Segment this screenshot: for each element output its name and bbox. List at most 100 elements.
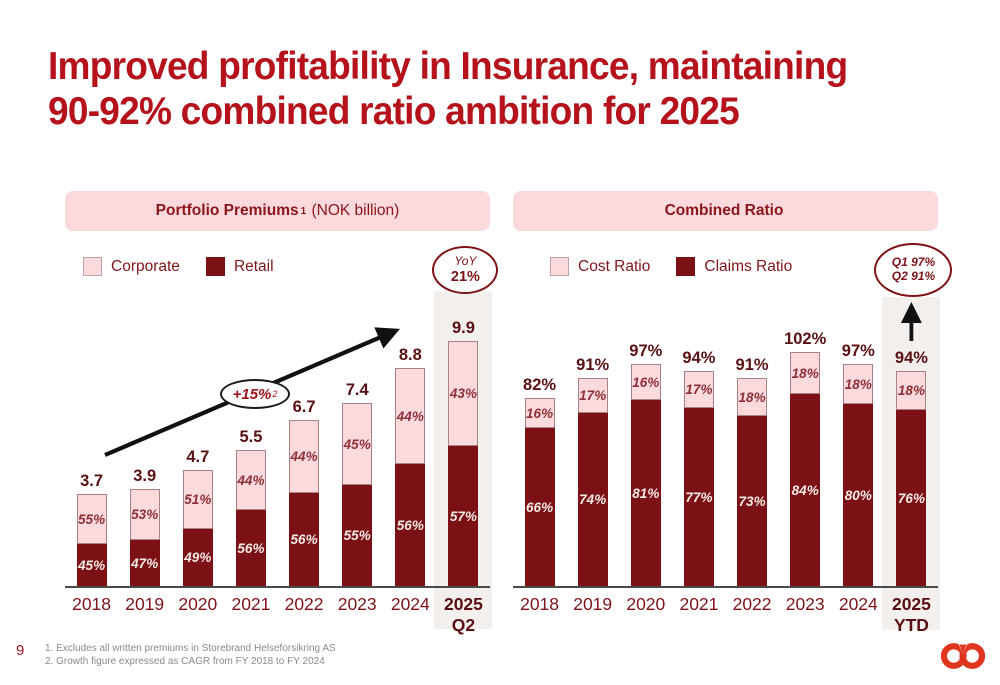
- stacked-bar-2019: 53% 47%: [129, 489, 160, 586]
- cost-ratio-segment: 17%: [683, 371, 714, 408]
- legend-portfolio: Corporate Retail: [83, 257, 274, 276]
- claims-ratio-segment: 81%: [630, 400, 661, 586]
- stacked-bar-2023: 18% 84%: [790, 352, 821, 586]
- cost-ratio-segment: 16%: [524, 398, 555, 428]
- stacked-bar-2021: 17% 77%: [683, 371, 714, 586]
- x-axis-label-line: 2020: [178, 594, 218, 614]
- stacked-bar-2018: 16% 66%: [524, 398, 555, 586]
- x-axis-label-2018: 2018: [513, 594, 566, 635]
- slide-title-line1: Improved profitability in Insurance, mai…: [48, 45, 848, 88]
- segment-value-label: 56%: [396, 517, 424, 533]
- legend-label: Corporate: [111, 257, 180, 275]
- portfolio-premiums-chart: Portfolio Premiums 1 (NOK billion) Corpor…: [65, 191, 499, 643]
- total-label: 9.9: [451, 319, 475, 337]
- x-axis-label-line: 2024: [390, 594, 430, 614]
- total-label: 4.7: [186, 448, 210, 466]
- corporate-segment: 44%: [289, 420, 320, 493]
- x-axis-label-2024: 2024: [832, 594, 885, 635]
- segment-value-label: 47%: [131, 555, 159, 571]
- slide-title-line2: 90-92% combined ratio ambition for 2025: [48, 90, 740, 134]
- stacked-bar-2022: 44% 56%: [289, 420, 320, 586]
- yoy-badge: YoY 21%: [432, 246, 499, 294]
- x-axis-label-line: 2021: [231, 594, 271, 614]
- stacked-bar-2018: 55% 45%: [76, 494, 107, 586]
- retail-segment: 45%: [76, 544, 107, 586]
- stacked-bar-2025-Q2: 43% 57%: [448, 341, 479, 586]
- corporate-segment: 44%: [395, 368, 426, 464]
- corporate-segment: 45%: [342, 403, 373, 485]
- chart-title-portfolio-premiums: Portfolio Premiums 1 (NOK billion): [65, 191, 490, 231]
- x-axis-label-2024: 2024: [384, 594, 437, 635]
- segment-value-label: 49%: [184, 550, 212, 565]
- legend-item-retail: Retail: [205, 257, 274, 276]
- footnotes: 1. Excludes all written premiums in Stor…: [45, 642, 336, 668]
- footnote-1: 1. Excludes all written premiums in Stor…: [45, 643, 336, 654]
- corporate-segment: 43%: [448, 341, 479, 446]
- stacked-bar-2024: 18% 80%: [843, 364, 874, 586]
- bar-column-2024: 8.8 44% 56%: [384, 346, 437, 586]
- storebrand-logo: [940, 640, 986, 669]
- stacked-bar-2023: 45% 55%: [342, 403, 373, 586]
- legend-combined-ratio: Cost Ratio Claims Ratio: [550, 257, 792, 276]
- segment-value-label: 55%: [343, 528, 371, 543]
- x-axis-label-line: 2024: [838, 594, 878, 614]
- cost-ratio-segment: 18%: [843, 364, 874, 404]
- x-axis-label-2025-Q2: 2025 Q2: [437, 594, 490, 635]
- x-axis-label-line: 2025: [891, 594, 931, 614]
- x-axis-label-line: 2022: [284, 594, 324, 614]
- total-label: 97%: [629, 342, 663, 360]
- stacked-bar-2020: 51% 49%: [182, 470, 213, 586]
- x-axis-label-2021: 2021: [224, 594, 277, 635]
- x-axis-label-2018: 2018: [65, 594, 118, 635]
- x-axis-label-2023: 2023: [331, 594, 384, 635]
- chart-title-bold: Combined Ratio: [664, 202, 784, 219]
- bar-column-2023: 102% 18% 84%: [779, 330, 832, 586]
- total-label: 91%: [576, 356, 610, 374]
- segment-value-label: 17%: [685, 382, 713, 397]
- segment-value-label: 45%: [343, 436, 371, 452]
- corporate-segment: 44%: [235, 450, 266, 510]
- bar-column-2018: 3.7 55% 45%: [65, 472, 118, 586]
- total-label: 91%: [735, 356, 769, 374]
- total-label: 3.9: [133, 467, 157, 485]
- legend-item-corporate: Corporate: [83, 257, 180, 276]
- total-label: 94%: [894, 349, 928, 367]
- bar-column-2023: 7.4 45% 55%: [331, 381, 384, 586]
- segment-value-label: 16%: [526, 405, 554, 421]
- x-axis-label-line: 2018: [72, 594, 112, 614]
- bar-column-2022: 6.7 44% 56%: [278, 398, 331, 586]
- segment-value-label: 53%: [131, 507, 159, 522]
- x-axis-label-2022: 2022: [278, 594, 331, 635]
- corporate-segment: 53%: [129, 489, 160, 540]
- legend-swatch-pink: [83, 257, 102, 276]
- cost-ratio-segment: 18%: [737, 378, 768, 416]
- segment-value-label: 17%: [579, 388, 607, 403]
- segment-value-label: 74%: [579, 492, 607, 507]
- retail-segment: 57%: [448, 446, 479, 586]
- legend-label: Retail: [233, 257, 274, 275]
- x-axis-label-2019: 2019: [118, 594, 171, 635]
- segment-value-label: 16%: [632, 374, 660, 390]
- x-axis-label-line: 2023: [785, 594, 825, 614]
- segment-value-label: 18%: [844, 376, 872, 392]
- segment-value-label: 18%: [897, 383, 925, 398]
- stacked-bar-2020: 16% 81%: [630, 364, 661, 586]
- x-axis-label-line: YTD: [893, 614, 929, 635]
- bar-column-2025: 9.9 43% 57%: [437, 319, 490, 586]
- retail-segment: 47%: [129, 540, 160, 586]
- chart-title-combined-ratio: Combined Ratio: [513, 191, 938, 231]
- legend-swatch-maroon: [205, 257, 225, 276]
- legend-swatch-maroon: [676, 257, 696, 276]
- segment-value-label: 18%: [738, 389, 766, 405]
- x-axis-label-2022: 2022: [726, 594, 779, 635]
- total-label: 82%: [523, 376, 557, 394]
- badge-line: YoY: [454, 253, 477, 268]
- badge-line: 21%: [450, 268, 480, 285]
- stacked-bar-2022: 18% 73%: [737, 378, 768, 586]
- segment-value-label: 76%: [897, 490, 925, 506]
- x-axis-label-2019: 2019: [566, 594, 619, 635]
- segment-value-label: 45%: [78, 557, 106, 573]
- chart-title-footnote-marker: 1: [300, 205, 307, 217]
- combined-ratio-chart: Combined Ratio Cost Ratio Claims Ratio Q1…: [513, 191, 953, 643]
